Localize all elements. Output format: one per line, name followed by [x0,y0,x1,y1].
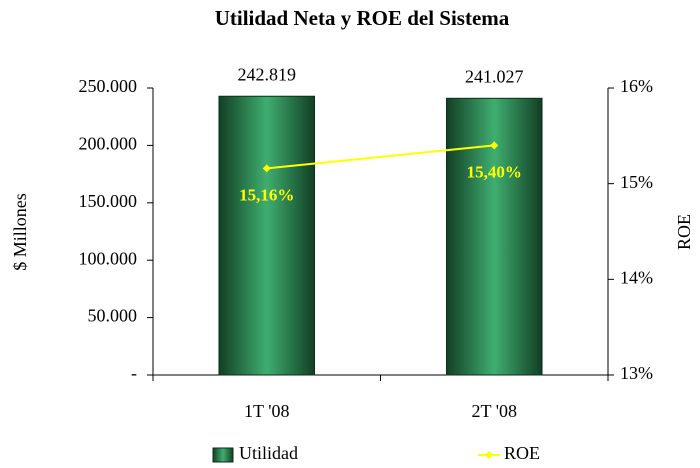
bar [218,95,316,376]
y2-tick-label: 15% [620,172,653,192]
roe-value-label: 15,40% [467,162,522,181]
y-tick-label: 200.000 [79,134,138,154]
y-tick-label: 150.000 [79,191,138,211]
y-tick-label: 250.000 [79,76,138,96]
bar-value-label: 241.027 [465,66,524,86]
y-tick-label: 100.000 [79,248,138,268]
y2-tick-label: 16% [620,76,653,96]
x-tick-label: 2T '08 [472,401,517,421]
roe-marker [490,141,499,150]
legend-label: Utilidad [239,443,298,463]
y-axis-label: $ Millones [10,193,30,271]
y-tick-label: 50.000 [88,306,138,326]
y2-tick-label: 14% [620,267,653,287]
y2-axis-label: ROE [674,214,694,250]
y-tick-label: - [131,363,137,383]
y2-tick-label: 13% [620,363,653,383]
legend-marker [485,451,493,459]
legend-swatch [212,447,234,463]
legend-label: ROE [504,443,540,463]
bar [445,97,543,376]
bar-value-label: 242.819 [238,64,297,84]
chart-title: Utilidad Neta y ROE del Sistema [215,6,510,30]
roe-line [266,144,495,170]
roe-value-label: 15,16% [239,185,294,204]
x-tick-label: 1T '08 [244,401,289,421]
roe-marker [262,164,271,173]
